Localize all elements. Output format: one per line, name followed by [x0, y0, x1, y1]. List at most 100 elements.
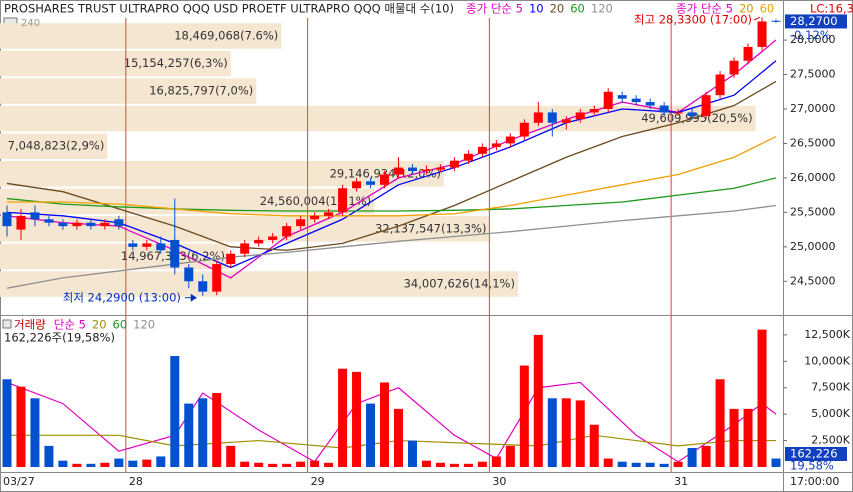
volume-bar — [463, 463, 473, 467]
candle-body — [240, 243, 250, 254]
volume-bar — [212, 393, 222, 467]
volume-profile-bar — [0, 23, 282, 49]
candle-body — [589, 108, 599, 113]
candle-body — [254, 239, 264, 244]
legend-entry: 종가 단순 5 — [466, 2, 523, 16]
candle-body — [757, 21, 767, 47]
current-volume: 162,226 — [790, 447, 838, 461]
candle-body — [771, 20, 781, 22]
candle-body — [407, 167, 417, 172]
volume-bar — [393, 408, 403, 467]
legend-entry: 60 — [760, 2, 775, 16]
volume-title: 거래량 — [14, 318, 46, 332]
volume-bar — [156, 456, 166, 467]
volume-annotation: 162,226주(19,58%) — [4, 331, 115, 345]
x-tick-label: 30 — [492, 475, 506, 488]
moving-average — [6, 177, 777, 212]
volume-bar — [771, 458, 781, 467]
volume-bar — [449, 463, 459, 467]
volume-bar — [352, 371, 362, 467]
volume-bar — [226, 445, 236, 467]
y-tick-label: 26,5000 — [790, 136, 836, 149]
legend-entry: 종가 단순 5 — [676, 2, 733, 16]
volume-ratio: 19,58% — [790, 459, 834, 473]
y-tick-label: 10,000K — [804, 354, 850, 367]
candle-body — [561, 119, 571, 123]
volume-bar — [114, 458, 124, 467]
volume-profile-label: 16,825,797(7,0%) — [149, 84, 253, 98]
volume-bar — [254, 462, 264, 467]
volume-bar — [72, 463, 82, 467]
candle-body — [393, 167, 403, 175]
candle-body — [156, 243, 166, 251]
moving-average — [6, 204, 777, 289]
candle-body — [575, 112, 585, 120]
candle-body — [659, 105, 669, 113]
candle-body — [184, 267, 194, 282]
volume-bar — [30, 398, 40, 467]
y-tick-label: 24,5000 — [790, 274, 836, 287]
x-tick-label: 29 — [311, 475, 325, 488]
y-tick-label: 25,5000 — [790, 205, 836, 218]
legend-entry: 60 — [570, 2, 585, 16]
volume-average — [6, 381, 777, 463]
volume-bar — [170, 356, 180, 467]
candle-body — [226, 253, 236, 265]
volume-bar — [659, 463, 669, 467]
volume-bar — [491, 456, 501, 467]
candle-body — [268, 236, 278, 240]
volume-bar — [519, 365, 529, 467]
lc-label: LC:16,39 — [810, 2, 853, 16]
volume-profile-label: 34,007,626(14,1%) — [404, 277, 515, 291]
volume-bar — [338, 368, 348, 467]
candle-body — [114, 219, 124, 227]
candle-body — [72, 222, 82, 227]
candle-body — [100, 222, 110, 227]
candle-body — [58, 222, 68, 227]
candle-body — [729, 60, 739, 75]
volume-bar — [184, 403, 194, 467]
y-tick-label: 28,0000 — [790, 33, 836, 46]
volume-bar — [687, 447, 697, 467]
volume-bar — [100, 462, 110, 467]
y-tick-label: 2,500K — [811, 434, 850, 447]
candle-body — [86, 222, 96, 227]
volume-bar — [575, 400, 585, 467]
volume-profile-label: 49,609,995(20,5%) — [641, 111, 752, 125]
legend-entry: 20 — [92, 318, 107, 332]
volume-bar — [617, 461, 627, 467]
candle-body — [715, 74, 725, 96]
volume-bar — [701, 445, 711, 467]
volume-profile-label: 15,154,257(6,3%) — [124, 56, 228, 70]
volume-bar — [561, 398, 571, 467]
moving-average — [6, 135, 777, 217]
candle-body — [463, 153, 473, 161]
candle-body — [324, 212, 334, 216]
candle-body — [687, 112, 697, 116]
candle-body — [296, 219, 306, 227]
candle-body — [282, 226, 292, 237]
volume-bar — [407, 440, 417, 467]
volume-profile-bar — [0, 216, 490, 242]
volume-profile-bar — [0, 243, 228, 270]
candle-body — [603, 91, 613, 109]
candle-body — [435, 167, 445, 170]
y-tick-label: 25,0000 — [790, 240, 836, 253]
current-price: 28,2700 — [790, 14, 838, 28]
volume-bar — [366, 403, 376, 467]
candle-body — [128, 243, 138, 247]
volume-bar — [310, 460, 320, 467]
x-tick-label: 03/27 — [3, 475, 35, 488]
y-tick-label: 5,000K — [811, 407, 850, 420]
legend-entry: 10 — [529, 2, 544, 16]
volume-bar — [421, 460, 431, 467]
chart-title: PROSHARES TRUST ULTRAPRO QQQ USD PROETF … — [4, 2, 454, 16]
high-arrow — [753, 16, 761, 21]
volume-bar — [240, 461, 250, 467]
volume-settings-icon — [2, 319, 12, 329]
volume-bar — [380, 382, 390, 467]
candle-body — [547, 112, 557, 123]
volume-bar — [743, 408, 753, 467]
moving-average — [6, 80, 777, 251]
moving-average — [6, 60, 777, 269]
